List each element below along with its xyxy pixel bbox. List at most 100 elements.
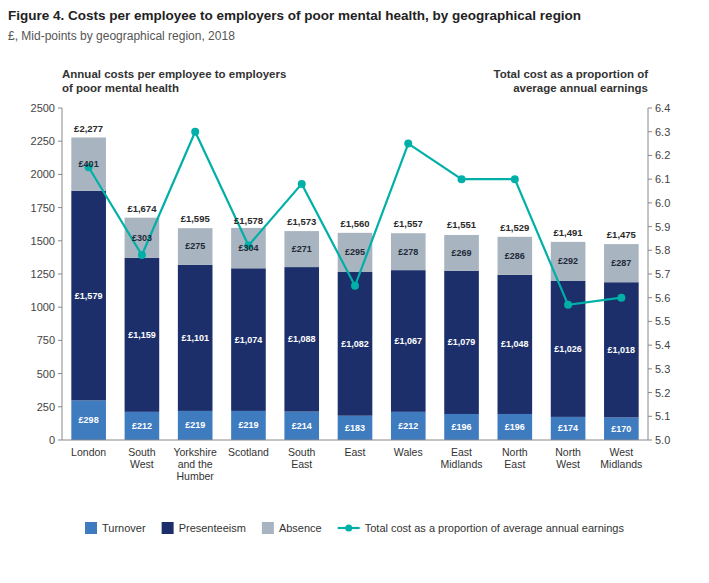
y2-tick-label: 5.6 [655,292,670,304]
y2-tick [648,179,652,180]
bar [391,270,426,412]
y-tick [58,440,62,441]
data-label: £298 [79,415,99,425]
line-marker [617,294,625,302]
total-label: £1,578 [234,215,263,226]
y2-tick [648,440,652,441]
y2-tick-label: 6.1 [655,173,670,185]
y2-tick [648,155,652,156]
data-label: £1,018 [608,345,636,355]
data-label: £269 [452,248,472,258]
bar-series [71,137,638,282]
y-tick-label: 0 [49,434,55,446]
y-tick [58,207,62,208]
y2-tick [648,226,652,227]
total-label: £1,529 [500,222,529,233]
data-label: £271 [292,244,312,254]
chart: Figure 4. Costs per employee to employer… [0,0,709,583]
bar [231,268,266,411]
line-marker [404,140,412,148]
bar [338,416,373,440]
data-label: £303 [132,233,152,243]
y-tick-label: 2250 [31,135,55,147]
total-label: £1,557 [394,218,423,229]
bar [338,272,373,416]
y-tick [58,108,62,109]
bar [178,265,213,411]
data-label: £219 [185,420,205,430]
y2-tick [648,321,652,322]
x-tick-label-line: and the [178,458,213,470]
y2-tick [648,108,652,109]
x-tick-label-line: Scotland [228,446,269,458]
legend-item: Turnover [85,522,146,534]
data-label: £1,048 [501,339,529,349]
y-axis-label-line: Annual costs per employee to employers [62,68,286,80]
data-label: £212 [398,421,418,431]
y2-tick [648,274,652,275]
x-tick-label-line: South [288,446,316,458]
x-tick-label-line: East [291,458,312,470]
bar [71,137,106,190]
data-label: £286 [505,251,525,261]
bar-series [71,191,638,418]
y-tick-label: 1250 [31,268,55,280]
y2-tick [648,345,652,346]
bar [498,414,533,440]
y-tick [58,240,62,241]
axes: 025050075010001250150017502000225025005.… [31,102,671,482]
y-tick-label: 500 [37,368,55,380]
title: Figure 4. Costs per employee to employer… [8,8,581,23]
y2-tick-label: 6.0 [655,197,670,209]
y-tick [58,141,62,142]
data-label: £170 [611,424,631,434]
y-tick-label: 750 [37,334,55,346]
data-label: £278 [398,247,418,257]
line-marker [191,128,199,136]
line-marker [511,175,519,183]
y2-tick-label: 6.2 [655,149,670,161]
line-marker [351,282,359,290]
x-tick-label-line: West [609,446,633,458]
y-tick-label: 1500 [31,235,55,247]
legend-item: Presenteeism [162,522,246,534]
total-label: £1,595 [181,213,211,224]
y-tick-label: 2000 [31,168,55,180]
y-tick [58,340,62,341]
data-label: £1,074 [235,335,263,345]
y-tick [58,174,62,175]
legend-label: Turnover [102,522,146,534]
y2-tick-label: 5.7 [655,268,670,280]
x-tick-label-line: North [502,446,528,458]
data-label: £1,579 [75,291,103,301]
y2-tick [648,392,652,393]
x-tick-label: SouthEast [288,446,316,470]
y2-tick-label: 5.8 [655,244,670,256]
legend-item: Absence [262,522,322,534]
x-tick-label: WestMidlands [600,446,642,470]
y2-tick-label: 6.3 [655,126,670,138]
y-tick-label: 1000 [31,301,55,313]
total-label: £1,674 [127,203,157,214]
y2-axis-label: Total cost as a proportion ofaverage ann… [494,68,649,94]
data-label: £1,159 [128,330,156,340]
y2-tick-label: 5.4 [655,339,670,351]
bar [444,271,479,414]
x-tick-label: NorthEast [502,446,528,470]
legend: TurnoverPresenteeismAbsenceTotal cost as… [85,522,624,534]
x-tick-label: Scotland [228,446,269,458]
y-tick-label: 250 [37,401,55,413]
total-label: £1,560 [340,218,369,229]
y-axis-label: Annual costs per employee to employers of… [62,68,286,94]
data-label: £196 [452,422,472,432]
x-tick-label: EastMidlands [441,446,483,470]
y2-tick [648,297,652,298]
bar [231,228,266,268]
legend-swatch [262,522,274,534]
data-labels: £298£212£219£219£214£183£212£196£196£174… [74,123,637,434]
total-label: £1,573 [287,216,316,227]
y-axis-label-line: of poor mental health [62,82,179,94]
bar [178,411,213,440]
data-label: £196 [505,422,525,432]
data-label: £1,079 [448,337,476,347]
